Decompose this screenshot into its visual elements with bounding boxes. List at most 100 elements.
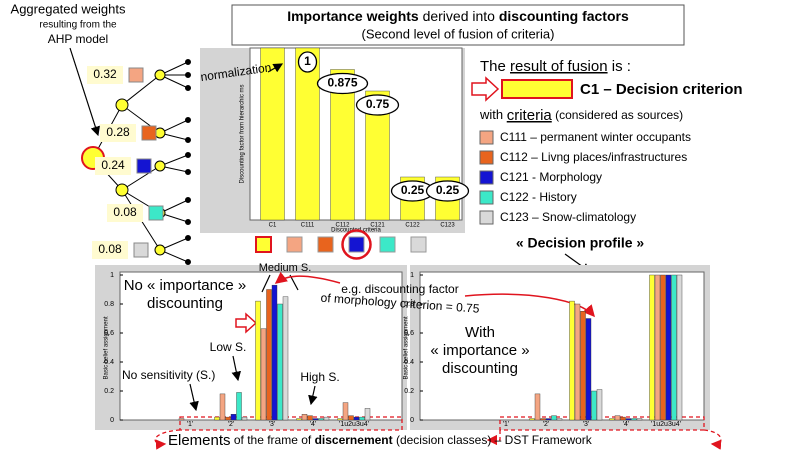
bar (353, 416, 360, 421)
bar (671, 274, 677, 421)
bar (282, 296, 289, 421)
y-tick-label: 0.2 (104, 388, 114, 395)
bar (296, 418, 302, 421)
bar (596, 389, 603, 421)
y-tick-label: 0.2 (404, 388, 414, 395)
annotation: « importance » (430, 342, 529, 359)
legend-label: C111 – permanent winter occupants (500, 130, 691, 144)
weight-box (87, 66, 123, 84)
bar (260, 328, 267, 421)
bar (534, 393, 541, 421)
x-tick-label: C122 (405, 223, 420, 229)
bar (614, 415, 621, 421)
legend-swatch (479, 210, 494, 225)
y-tick-label: 1 (410, 272, 414, 279)
bar (260, 47, 285, 221)
y-tick-label: 0.8 (104, 301, 114, 308)
arrow (189, 383, 199, 412)
bar (318, 418, 324, 421)
weight-box (100, 124, 136, 142)
y-tick-label: 1 (110, 272, 114, 279)
annotation: Medium S. (259, 262, 312, 274)
x-tick-label: '1' (503, 421, 510, 428)
bar (277, 303, 283, 421)
bar (219, 393, 226, 421)
weight-swatch (148, 205, 164, 221)
arrow (154, 429, 181, 450)
bar (312, 418, 319, 421)
annotation: « Decision profile » (516, 235, 645, 251)
bar (591, 390, 597, 421)
weight-swatch (133, 242, 149, 258)
subtitle: (Second level of fusion of criteria) (362, 26, 555, 41)
legend-label: C121 - Morphology (500, 170, 602, 184)
legend-swatch (479, 190, 494, 205)
y-tick-label: 0.6 (404, 330, 414, 337)
bar (636, 418, 643, 421)
bar (585, 318, 592, 421)
criteria-swatch (348, 236, 365, 253)
arrow (235, 312, 258, 334)
arrow (471, 76, 500, 102)
weight-label: 0.24 (101, 158, 125, 172)
bar (364, 408, 371, 421)
x-tick-label: '2' (543, 421, 550, 428)
text-part: criteria (507, 107, 553, 124)
annotation: With (465, 324, 495, 341)
fusion-lead: The result of fusion is : (480, 58, 631, 75)
y-axis-label: Discounting factor from hierarchic ms (240, 84, 246, 183)
annotation: e.g. discounting factor (341, 282, 458, 296)
text-part: result of fusion (510, 58, 608, 75)
weight-box (92, 241, 128, 259)
criteria-swatch (379, 236, 396, 253)
x-tick-label: C1 (269, 223, 277, 229)
annotation: discounting (442, 360, 518, 377)
title-box (231, 4, 685, 46)
value-label: 0.25 (436, 183, 460, 197)
bar (556, 418, 563, 421)
bar (301, 414, 308, 421)
annotation: High S. (300, 370, 339, 384)
bar (236, 392, 242, 421)
criteria-swatch (286, 236, 303, 253)
x-tick-label: '4' (623, 421, 630, 428)
text-part: (considered as sources) (552, 108, 683, 122)
weight-box (107, 204, 143, 222)
arrow (703, 429, 722, 450)
value-label-bg (297, 51, 318, 73)
weight-swatch (128, 67, 144, 83)
decision-swatch (501, 79, 573, 99)
footer: Elements of the frame of discernement (d… (168, 432, 593, 449)
value-label: 0.875 (327, 76, 357, 90)
text-part: The (480, 58, 510, 75)
bar (529, 418, 535, 421)
x-tick-label: '1' (187, 421, 194, 428)
bar (241, 416, 248, 421)
caption: Aggregated weights (11, 1, 126, 16)
arrow (464, 293, 595, 318)
weight-label: 0.28 (106, 125, 130, 139)
caption: resulting from the (39, 20, 117, 31)
bar (295, 47, 320, 221)
weight-label: 0.32 (93, 67, 117, 81)
criteria-swatch (255, 236, 272, 253)
y-tick-label: 0 (410, 417, 414, 424)
value-label: 0.25 (401, 183, 425, 197)
caption: AHP model (48, 32, 108, 46)
weight-swatch (141, 125, 157, 141)
annotation: No « importance » (124, 277, 247, 294)
value-label-bg (355, 94, 400, 116)
highlight (341, 229, 372, 260)
weight-swatch (136, 158, 152, 174)
bar (337, 418, 343, 421)
x-tick-label: '1u2u3u4' (339, 421, 369, 428)
legend-label: C122 - History (500, 190, 577, 204)
legend-label: C112 – Livng places/infrastructures (500, 150, 687, 164)
bar (569, 300, 575, 421)
weight-label: 0.08 (98, 242, 122, 256)
bar (660, 274, 666, 421)
legend-label: C123 – Snow-climatology (500, 210, 636, 224)
bar (540, 418, 546, 421)
annotation: discounting (147, 295, 223, 312)
text-part: discernement (315, 433, 393, 447)
